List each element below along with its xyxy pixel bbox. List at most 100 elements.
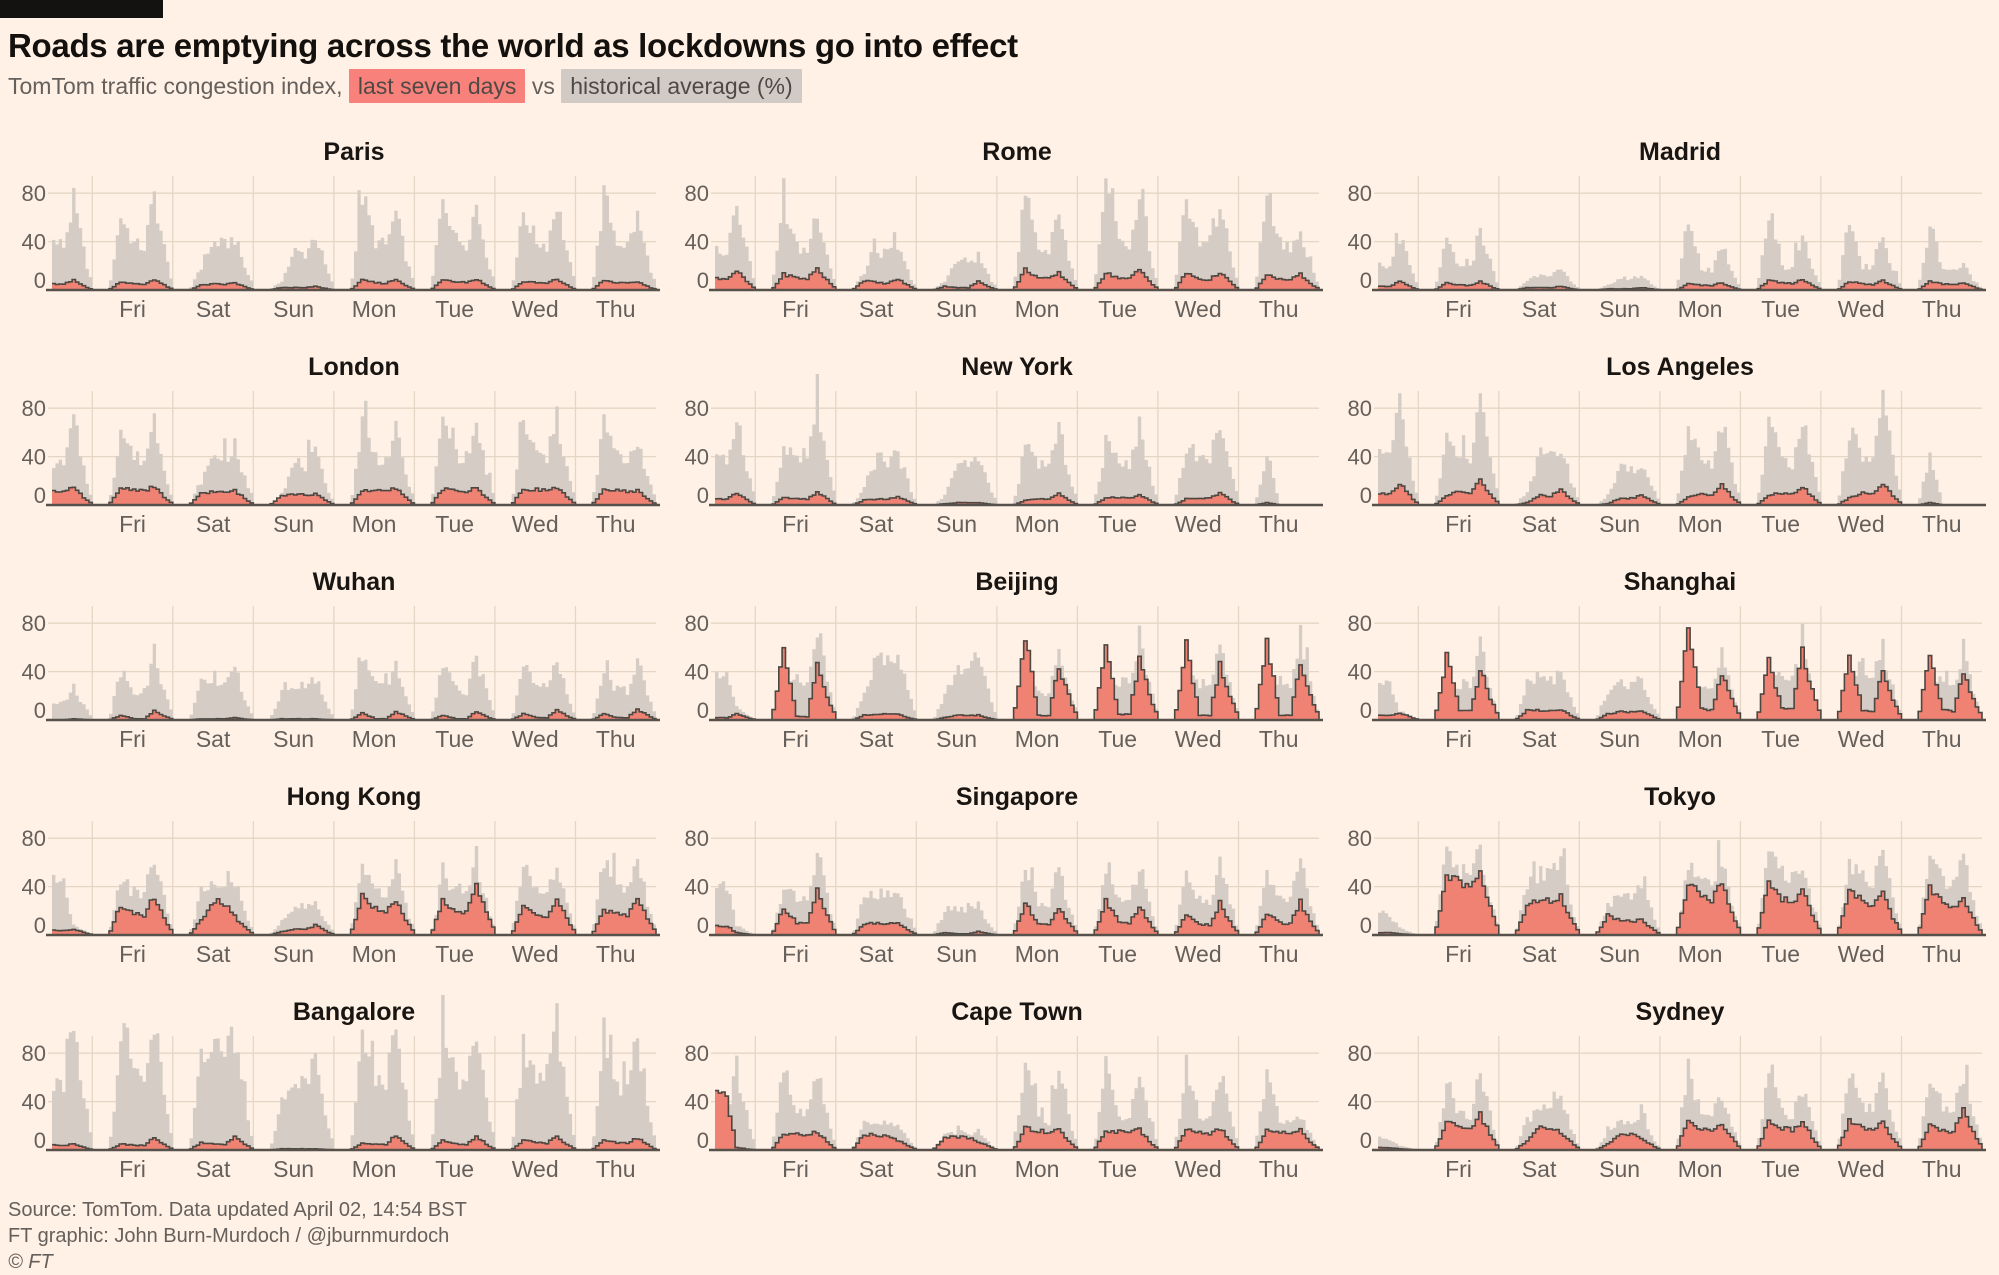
last-seven-days-outline [715,1089,1320,1151]
svg-text:Wed: Wed [1175,941,1222,967]
svg-text:0: 0 [1360,483,1372,508]
svg-text:Tue: Tue [1761,726,1800,752]
x-day-labels: Fri Sat Sun Mon Tue Wed Thu [782,1156,1298,1182]
svg-text:Fri: Fri [1445,1156,1472,1182]
svg-text:Sat: Sat [859,941,894,967]
svg-text:Fri: Fri [782,726,809,752]
svg-text:0: 0 [1360,698,1372,723]
svg-text:Sun: Sun [273,296,314,322]
last-seven-days-outline [1378,627,1983,721]
svg-text:Tue: Tue [1761,296,1800,322]
historical-average-area [1378,389,1982,505]
svg-text:Wed: Wed [512,296,559,322]
last-seven-days-outline [52,278,657,291]
chart-title: Hong Kong [286,783,422,811]
chart-title: Beijing [975,568,1059,596]
last-seven-days-area [1378,870,1982,935]
chart-title: Singapore [955,783,1079,811]
svg-text:40: 40 [685,875,709,900]
svg-text:Wed: Wed [512,726,559,752]
svg-text:Wed: Wed [1838,1156,1885,1182]
svg-text:Mon: Mon [352,511,397,537]
svg-text:40: 40 [685,445,709,470]
page-title: Roads are emptying across the world as l… [8,27,1018,64]
chart-canvas: 0 40 80 Fri Sat Sun Mon Tue Wed Thu [22,176,660,322]
chart-canvas: 0 40 80 Fri Sat Sun Mon Tue Wed Thu [22,821,660,967]
last-seven-days-outline [52,485,657,506]
svg-text:40: 40 [22,230,46,255]
svg-text:0: 0 [1360,913,1372,938]
svg-text:Fri: Fri [119,511,146,537]
historical-average-area [715,1054,1319,1150]
svg-text:Fri: Fri [1445,296,1472,322]
svg-text:Mon: Mon [352,726,397,752]
historical-average-area [52,400,656,505]
svg-text:Thu: Thu [596,511,636,537]
chart-canvas: 0 40 80 Fri Sat Sun Mon Tue Wed Thu [22,606,660,752]
svg-text:Mon: Mon [1015,941,1060,967]
chart-shanghai: 0 40 80 Fri Sat Sun Mon Tue Wed Thu Shanghai [1334,540,1989,755]
chart-canvas: 0 40 80 Fri Sat Sun Mon Tue Wed Thu [685,374,1323,537]
chart-new-york: 0 40 80 Fri Sat Sun Mon Tue Wed Thu New York [671,325,1326,540]
svg-text:Sun: Sun [273,1156,314,1182]
x-day-labels: Fri Sat Sun Mon Tue Wed Thu [1445,1156,1961,1182]
svg-text:Sat: Sat [196,1156,231,1182]
chart-title: Paris [323,138,385,166]
chart-cape-town: 0 40 80 Fri Sat Sun Mon Tue Wed Thu Cape Town [671,970,1326,1185]
svg-text:Sat: Sat [1522,296,1557,322]
historical-average-area [52,185,656,290]
svg-text:Tue: Tue [1761,1156,1800,1182]
historical-average-area [52,846,656,935]
svg-text:Thu: Thu [1922,1156,1962,1182]
svg-text:Thu: Thu [1922,296,1962,322]
svg-text:Thu: Thu [596,1156,636,1182]
svg-text:Sun: Sun [936,941,977,967]
svg-text:Sat: Sat [196,296,231,322]
last-seven-days-outline [52,882,657,936]
svg-text:0: 0 [697,698,709,723]
svg-text:Sun: Sun [1599,296,1640,322]
svg-text:80: 80 [22,611,46,636]
y-tick-labels: 0 40 80 [22,611,46,723]
historical-average-area [715,624,1319,720]
svg-text:40: 40 [22,660,46,685]
svg-text:Tue: Tue [1761,511,1800,537]
svg-text:0: 0 [34,913,46,938]
svg-text:Sat: Sat [859,511,894,537]
y-tick-labels: 0 40 80 [685,1041,709,1153]
svg-text:Fri: Fri [1445,511,1472,537]
x-day-labels: Fri Sat Sun Mon Tue Wed Thu [782,941,1298,967]
legend-current-chip: last seven days [348,69,526,103]
y-tick-labels: 0 40 80 [22,1041,46,1153]
svg-text:40: 40 [22,875,46,900]
historical-average-area [715,178,1319,290]
historical-average-area [715,374,1319,505]
svg-text:40: 40 [1348,660,1372,685]
x-day-labels: Fri Sat Sun Mon Tue Wed Thu [119,511,635,537]
svg-text:Sat: Sat [196,511,231,537]
svg-text:Wed: Wed [1175,726,1222,752]
svg-text:80: 80 [685,611,709,636]
svg-text:Sun: Sun [1599,511,1640,537]
historical-average-area [1378,213,1982,290]
historical-average-area [715,852,1319,935]
source-note: Source: TomTom. Data updated April 02, 1… [8,1199,467,1221]
y-tick-labels: 0 40 80 [685,826,709,938]
chart-title: Madrid [1639,138,1721,166]
svg-text:Fri: Fri [782,941,809,967]
chart-canvas: 0 40 80 Fri Sat Sun Mon Tue Wed Thu [1348,176,1986,322]
y-tick-labels: 0 40 80 [22,826,46,938]
credit-note: FT graphic: John Burn-Murdoch / @jburnmu… [8,1225,450,1247]
chart-paris: 0 40 80 Fri Sat Sun Mon Tue Wed Thu Paris [8,110,663,325]
svg-text:Thu: Thu [596,941,636,967]
svg-text:Tue: Tue [435,296,474,322]
chart-title: Wuhan [312,568,396,596]
svg-text:Sun: Sun [936,296,977,322]
y-tick-labels: 0 40 80 [685,396,709,508]
last-seven-days-area [52,486,656,505]
svg-text:80: 80 [1348,826,1372,851]
last-seven-days-outline [52,708,657,721]
svg-text:80: 80 [685,181,709,206]
chart-hong-kong: 0 40 80 Fri Sat Sun Mon Tue Wed Thu Hong Kong [8,755,663,970]
svg-text:Sun: Sun [1599,941,1640,967]
